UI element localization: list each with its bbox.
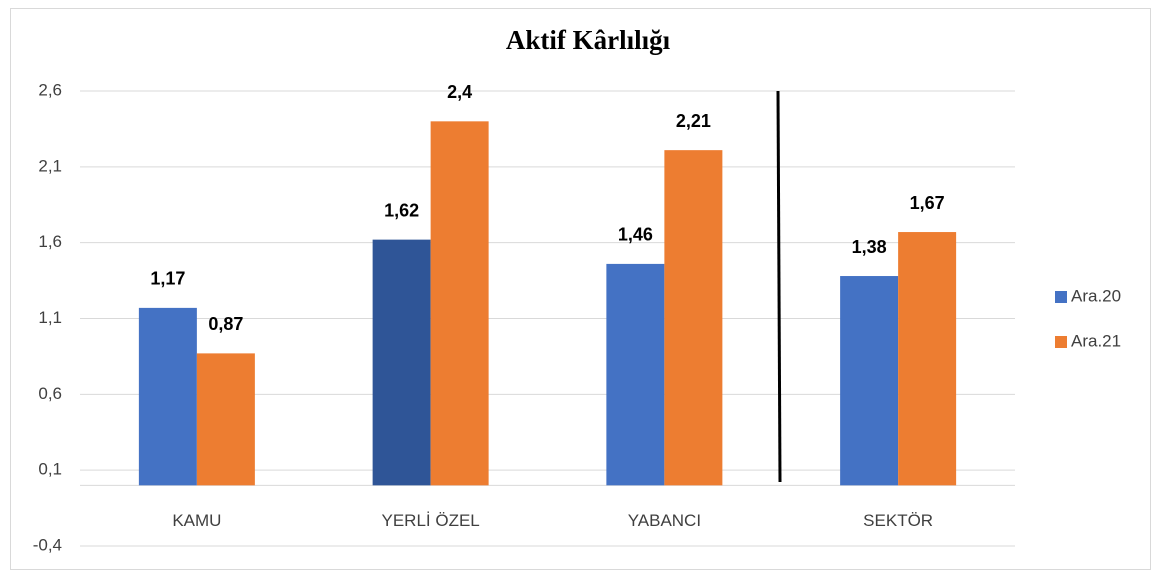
bar (664, 150, 723, 486)
x-tick-label: YABANCI (628, 511, 701, 530)
y-tick-label: -0,4 (33, 535, 62, 554)
y-tick-label: 0,6 (38, 384, 62, 403)
y-tick-label: 1,1 (38, 308, 62, 327)
data-label: 1,46 (618, 225, 653, 245)
bar (430, 121, 489, 486)
x-tick-label: SEKTÖR (863, 511, 933, 530)
y-tick-label: 2,6 (38, 80, 62, 99)
separator-line (776, 90, 782, 483)
legend-swatch (1055, 291, 1067, 303)
y-tick-label: 2,1 (38, 156, 62, 175)
bar (138, 307, 197, 486)
legend-label: Ara.20 (1071, 286, 1121, 305)
bar (196, 353, 255, 486)
bar (606, 263, 665, 486)
bar (372, 239, 431, 486)
data-label: 2,21 (676, 111, 711, 131)
y-tick-label: 1,6 (38, 232, 62, 251)
data-label: 1,38 (852, 237, 887, 257)
data-label: 1,62 (384, 200, 419, 220)
data-label: 1,17 (150, 269, 185, 289)
data-label: 0,87 (208, 314, 243, 334)
bar (840, 276, 899, 486)
y-tick-label: 0,1 (38, 460, 62, 479)
chart-title: Aktif Kârlılığı (506, 25, 671, 55)
legend-swatch (1055, 336, 1067, 348)
data-label: 1,67 (910, 193, 945, 213)
marks (138, 121, 957, 486)
legend-label: Ara.21 (1071, 331, 1121, 350)
x-tick-label: YERLİ ÖZEL (381, 511, 479, 530)
x-tick-label: KAMU (172, 511, 221, 530)
bar (898, 232, 957, 486)
data-label: 2,4 (447, 82, 472, 102)
